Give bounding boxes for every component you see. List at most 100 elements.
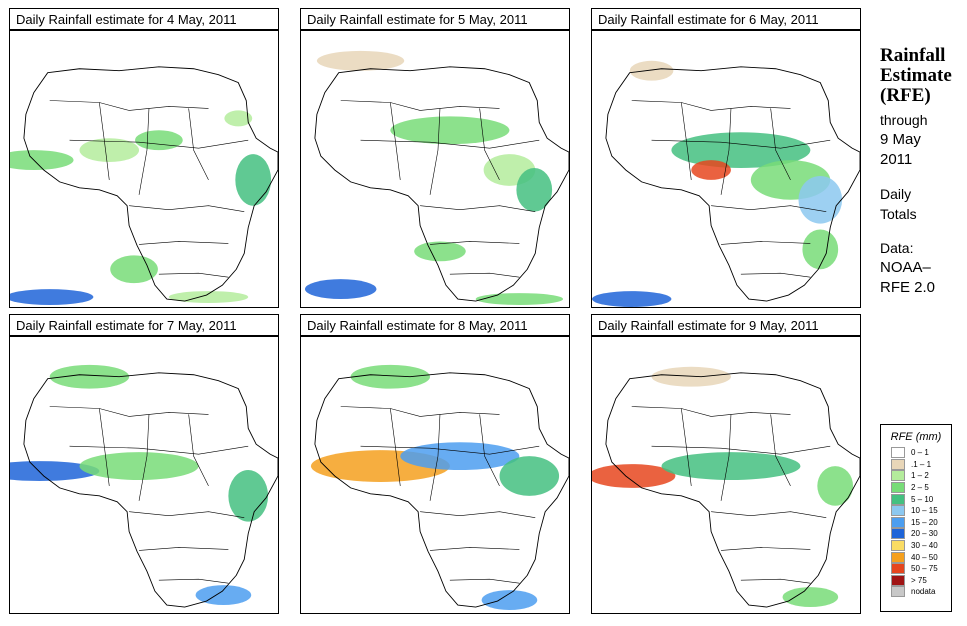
continent-outline bbox=[23, 66, 278, 302]
rainfall-area bbox=[195, 585, 252, 606]
panel-title: Daily Rainfall estimate for 4 May, 2011 bbox=[9, 8, 279, 30]
rainfall-area bbox=[499, 456, 560, 496]
country-border bbox=[449, 578, 520, 584]
rainfall-area bbox=[110, 255, 158, 284]
country-border bbox=[430, 547, 520, 551]
rainfall-panel-9-may: Daily Rainfall estimate for 9 May, 2011 bbox=[591, 314, 863, 614]
map-graphic bbox=[10, 364, 278, 608]
rainfall-area bbox=[10, 289, 94, 305]
legend-label: 0 – 1 bbox=[911, 448, 929, 458]
rainfall-area bbox=[592, 464, 676, 488]
panel-title: Daily Rainfall estimate for 8 May, 2011 bbox=[300, 314, 570, 336]
legend-item: 30 – 40 bbox=[881, 540, 951, 552]
panel-title: Daily Rainfall estimate for 7 May, 2011 bbox=[9, 314, 279, 336]
country-border bbox=[430, 241, 520, 245]
continent-outline bbox=[23, 372, 278, 608]
rainfall-area bbox=[316, 50, 405, 71]
map-graphic bbox=[310, 364, 569, 610]
legend-title: RFE (mm) bbox=[890, 431, 942, 443]
rainfall-area bbox=[798, 175, 843, 224]
legend-label: 10 – 15 bbox=[911, 506, 938, 516]
country-border bbox=[721, 547, 811, 551]
legend-item: 5 – 10 bbox=[881, 493, 951, 505]
rainfall-map bbox=[300, 30, 570, 308]
data-source: NOAA– bbox=[880, 259, 931, 276]
map-graphic bbox=[592, 366, 860, 608]
legend-swatch bbox=[891, 470, 905, 482]
rainfall-area bbox=[691, 160, 731, 180]
country-border bbox=[479, 108, 500, 181]
country-border bbox=[720, 414, 732, 501]
legend-item: 10 – 15 bbox=[881, 505, 951, 517]
map-graphic bbox=[592, 60, 860, 307]
rainfall-area bbox=[228, 470, 269, 522]
country-border bbox=[631, 100, 791, 111]
rainfall-area bbox=[661, 452, 801, 480]
rainfall-area bbox=[49, 364, 130, 389]
country-border bbox=[99, 102, 110, 180]
rainfall-panel-6-may: Daily Rainfall estimate for 6 May, 2011 bbox=[591, 8, 863, 308]
country-border bbox=[449, 272, 520, 278]
country-border bbox=[360, 139, 540, 149]
country-border bbox=[340, 100, 500, 111]
legend-label: 1 – 2 bbox=[911, 471, 929, 481]
country-border bbox=[420, 511, 536, 518]
rainfall-area bbox=[475, 293, 564, 305]
rainfall-area bbox=[592, 291, 672, 307]
rainfall-area bbox=[350, 364, 431, 389]
continent-outline bbox=[314, 66, 569, 302]
rainfall-area bbox=[224, 110, 253, 127]
legend-item: 50 – 75 bbox=[881, 563, 951, 575]
sidebar-info: Rainfall Estimate (RFE) through 9 May 20… bbox=[880, 46, 965, 298]
legend-label: > 75 bbox=[911, 575, 927, 585]
rainfall-area bbox=[400, 442, 520, 471]
legend-label: 20 – 30 bbox=[911, 529, 938, 539]
totals-label: Totals bbox=[880, 206, 917, 222]
country-border bbox=[740, 578, 811, 584]
country-border bbox=[651, 445, 831, 455]
rainfall-area bbox=[802, 229, 839, 270]
rainfall-area bbox=[817, 466, 854, 506]
legend-item: 20 – 30 bbox=[881, 528, 951, 540]
country-border bbox=[429, 108, 441, 195]
rainfall-area bbox=[516, 168, 553, 212]
country-border bbox=[420, 205, 536, 212]
legend-swatch bbox=[891, 528, 905, 540]
country-border bbox=[770, 108, 791, 181]
legend-label: 30 – 40 bbox=[911, 541, 938, 551]
rainfall-panel-8-may: Daily Rainfall estimate for 8 May, 2011 bbox=[300, 314, 572, 614]
rainfall-area bbox=[79, 452, 199, 480]
legend-swatch bbox=[891, 493, 905, 505]
legend-item: > 75 bbox=[881, 574, 951, 587]
country-border bbox=[139, 547, 229, 551]
country-border bbox=[129, 205, 245, 212]
rainfall-area bbox=[390, 116, 510, 145]
legend-label: 2 – 5 bbox=[911, 483, 929, 493]
title-line: Estimate bbox=[880, 65, 952, 86]
rainfall-map bbox=[591, 336, 861, 614]
country-border bbox=[69, 139, 249, 149]
legend-item: 40 – 50 bbox=[881, 551, 951, 563]
legend-swatch bbox=[891, 516, 905, 528]
legend-item: .1 – 1 bbox=[881, 458, 951, 471]
rainfall-area bbox=[304, 279, 377, 300]
country-border bbox=[99, 408, 110, 486]
country-border bbox=[188, 108, 209, 181]
continent-outline bbox=[605, 66, 860, 302]
continent-outline bbox=[314, 372, 569, 608]
continent-outline bbox=[605, 372, 860, 608]
country-border bbox=[681, 408, 692, 486]
rainfall-area bbox=[671, 132, 811, 169]
panel-title: Daily Rainfall estimate for 5 May, 2011 bbox=[300, 8, 570, 30]
through-label: through bbox=[880, 112, 928, 128]
country-border bbox=[129, 511, 245, 518]
legend-swatch bbox=[891, 458, 905, 470]
rainfall-map bbox=[9, 30, 279, 308]
country-border bbox=[429, 414, 441, 501]
rainfall-area bbox=[10, 461, 100, 481]
country-border bbox=[390, 102, 401, 180]
country-border bbox=[720, 108, 732, 195]
country-border bbox=[49, 100, 209, 111]
title-line: (RFE) bbox=[880, 85, 931, 106]
